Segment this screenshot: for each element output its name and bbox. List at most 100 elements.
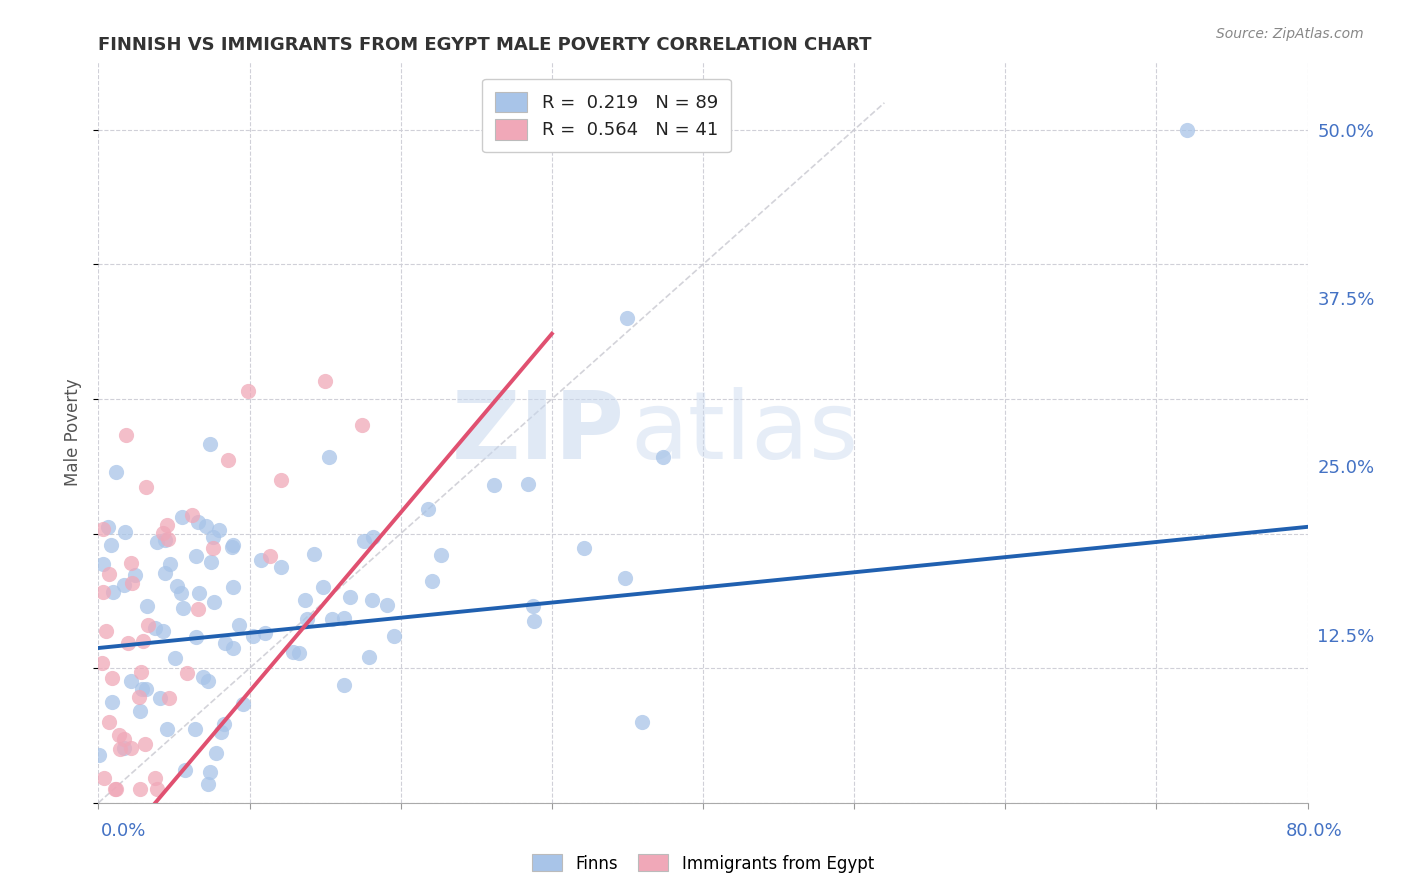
Point: [1175, 122, 1198, 136]
Point: [523, 614, 546, 628]
Legend: Finns, Immigrants from Egypt: Finns, Immigrants from Egypt: [526, 847, 880, 880]
Point: [484, 478, 506, 492]
Point: [100, 538, 122, 552]
Point: [135, 480, 157, 494]
Point: [375, 598, 398, 612]
Point: [174, 763, 197, 777]
Point: [360, 593, 382, 607]
Point: [333, 678, 356, 692]
Point: [517, 476, 540, 491]
Point: [353, 533, 375, 548]
Point: [152, 624, 174, 638]
Point: [172, 510, 194, 524]
Text: atlas: atlas: [630, 386, 859, 479]
Point: [212, 716, 235, 731]
Point: [651, 450, 673, 465]
Point: [136, 617, 159, 632]
Point: [236, 384, 259, 398]
Point: [91, 557, 114, 571]
Point: [135, 682, 157, 697]
Point: [208, 523, 231, 537]
Point: [143, 621, 166, 635]
Y-axis label: Male Poverty: Male Poverty: [65, 379, 83, 486]
Point: [145, 782, 167, 797]
Text: FINNISH VS IMMIGRANTS FROM EGYPT MALE POVERTY CORRELATION CHART: FINNISH VS IMMIGRANTS FROM EGYPT MALE PO…: [98, 36, 872, 54]
Point: [156, 722, 179, 736]
Point: [94, 624, 117, 638]
Point: [270, 560, 292, 574]
Point: [209, 725, 232, 739]
Point: [191, 670, 214, 684]
Point: [339, 590, 361, 604]
Point: [228, 618, 250, 632]
Point: [91, 522, 114, 536]
Point: [104, 465, 127, 479]
Point: [156, 518, 179, 533]
Point: [124, 568, 146, 582]
Point: [318, 450, 340, 465]
Point: [259, 549, 281, 563]
Text: ZIP: ZIP: [451, 386, 624, 479]
Point: [361, 530, 384, 544]
Point: [114, 732, 136, 747]
Point: [98, 566, 121, 581]
Point: [112, 740, 135, 755]
Point: [242, 629, 264, 643]
Point: [429, 549, 451, 563]
Point: [217, 453, 239, 467]
Point: [250, 552, 273, 566]
Point: [201, 530, 224, 544]
Point: [146, 534, 169, 549]
Point: [202, 541, 225, 555]
Point: [104, 782, 127, 797]
Text: 0.0%: 0.0%: [101, 822, 146, 840]
Point: [184, 722, 207, 736]
Text: 80.0%: 80.0%: [1286, 822, 1343, 840]
Point: [114, 525, 136, 540]
Point: [184, 631, 207, 645]
Point: [166, 579, 188, 593]
Point: [281, 645, 304, 659]
Point: [93, 771, 115, 785]
Point: [188, 586, 211, 600]
Point: [129, 704, 152, 718]
Point: [115, 428, 138, 442]
Point: [152, 526, 174, 541]
Point: [418, 502, 440, 516]
Point: [350, 417, 373, 432]
Point: [117, 636, 139, 650]
Point: [197, 674, 219, 689]
Point: [180, 508, 202, 523]
Point: [93, 584, 115, 599]
Point: [97, 519, 120, 533]
Point: [136, 599, 159, 613]
Point: [120, 556, 142, 570]
Point: [120, 740, 142, 755]
Point: [304, 547, 326, 561]
Point: [105, 782, 128, 797]
Point: [101, 671, 124, 685]
Point: [294, 593, 316, 607]
Point: [253, 626, 276, 640]
Point: [221, 540, 243, 554]
Point: [170, 586, 193, 600]
Point: [321, 612, 343, 626]
Point: [143, 772, 166, 786]
Point: [101, 695, 124, 709]
Point: [332, 611, 354, 625]
Point: [128, 782, 150, 797]
Point: [155, 533, 177, 548]
Point: [382, 629, 405, 643]
Point: [311, 580, 333, 594]
Point: [357, 650, 380, 665]
Point: [314, 375, 336, 389]
Point: [198, 437, 221, 451]
Point: [205, 746, 228, 760]
Point: [134, 737, 156, 751]
Point: [616, 311, 638, 326]
Point: [157, 532, 180, 546]
Point: [91, 657, 114, 671]
Text: Source: ZipAtlas.com: Source: ZipAtlas.com: [1216, 27, 1364, 41]
Point: [129, 665, 152, 679]
Point: [631, 714, 654, 729]
